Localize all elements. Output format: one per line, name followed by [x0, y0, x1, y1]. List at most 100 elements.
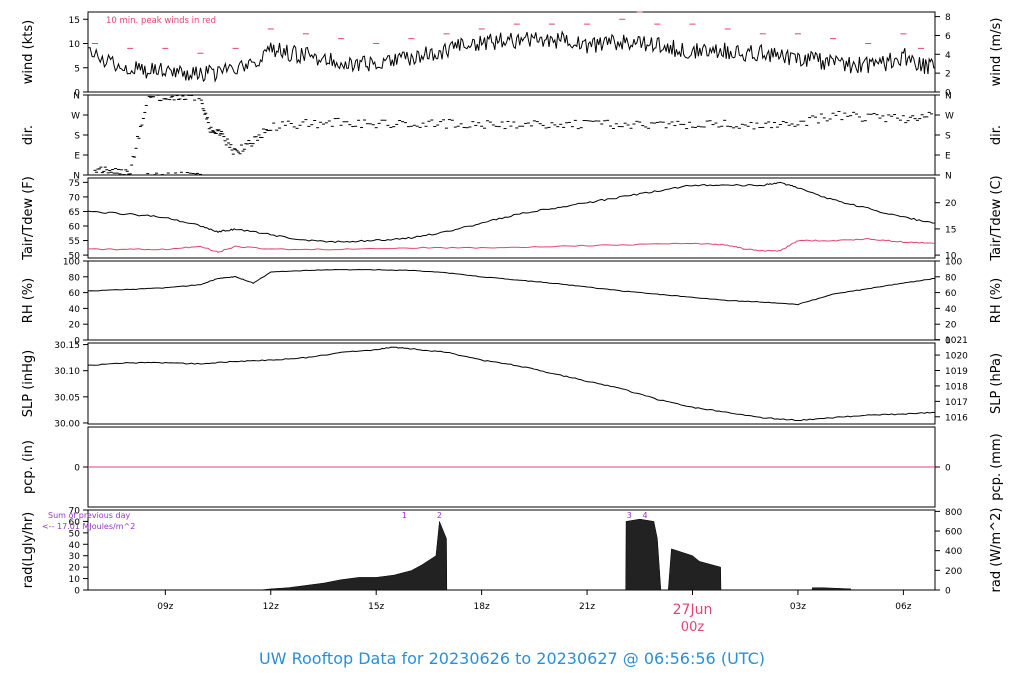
wind-left-tick-label: 0: [74, 89, 80, 99]
radiation-annotation-2: <-- 17.01 MJoules/m^2: [42, 522, 135, 531]
pressure-left-tick-label: 30.10: [54, 367, 80, 377]
precipitation-ylabel-left: pcp. (in): [21, 440, 36, 494]
temperature-left-tick-label: 65: [69, 208, 80, 218]
x-tick-label: 18z: [474, 602, 490, 612]
temperature-ylabel-left: Tair/Tdew (F): [21, 176, 36, 261]
humidity-right-tick-label: 0: [945, 337, 951, 347]
pressure-left-tick-label: 30.05: [54, 393, 80, 403]
radiation-left-tick-label: 20: [69, 564, 81, 574]
radiation-marker-label: 3: [627, 511, 632, 520]
radiation-ylabel-left: rad(Lgly/hr): [21, 512, 36, 588]
precipitation-right-tick-label: 0: [945, 464, 951, 474]
precipitation-panel: 0 0 pcp. (in) pcp. (mm): [21, 426, 1004, 508]
wind-ylabel-right: wind (m/s): [989, 18, 1004, 87]
humidity-left-tick-label: 20: [69, 321, 81, 331]
humidity-panel: 0 20 40 60 80 100 0 20 40 60 80 100 RH (%) RH (%): [21, 258, 1004, 347]
x-tick-label: 03z: [790, 602, 806, 612]
humidity-left-tick-label: 40: [69, 305, 81, 315]
radiation-left-tick-label: 0: [74, 587, 80, 597]
radiation-left-tick-label: 10: [69, 575, 81, 585]
wind-annotation: 10 min. peak winds in red: [106, 16, 216, 26]
pressure-right-tick-label: 1019: [945, 367, 968, 377]
direction-right-tick-label: N: [945, 172, 952, 182]
wind-ylabel-left: wind (kts): [21, 20, 36, 84]
radiation-marker-label: 4: [643, 511, 648, 520]
wind-right-tick-label: 6: [945, 32, 951, 42]
temperature-left-tick-label: 50: [69, 252, 81, 262]
radiation-right-tick-label: 600: [945, 528, 962, 538]
direction-left-tick-label: E: [74, 152, 80, 162]
direction-ylabel-right: dir.: [989, 125, 1004, 145]
direction-right-tick-label: W: [945, 112, 954, 122]
humidity-left-tick-label: 0: [74, 337, 80, 347]
wind-right-tick-label: 0: [945, 89, 951, 99]
temperature-left-tick-label: 55: [69, 237, 80, 247]
x-tick-label: 12z: [263, 602, 279, 612]
pressure-right-tick-label: 1017: [945, 398, 968, 408]
precipitation-left-tick-label: 0: [74, 464, 80, 474]
radiation-right-tick-label: 400: [945, 547, 962, 557]
wind-right-tick-label: 2: [945, 70, 951, 80]
pressure-right-tick-label: 1016: [945, 413, 968, 423]
direction-right-tick-label: E: [945, 152, 951, 162]
humidity-left-tick-label: 60: [69, 289, 81, 299]
pressure-frame: [87, 342, 936, 425]
wind-panel: 0 5 10 15 0 2 4 6 8 wind (kts) wind (m/s) 10 min. p…: [21, 11, 1004, 99]
pressure-ylabel-right: SLP (hPa): [989, 353, 1004, 414]
wind-frame: [87, 11, 936, 93]
direction-left-tick-label: S: [74, 132, 80, 142]
wind-right-tick-label: 8: [945, 13, 951, 23]
humidity-ylabel-right: RH (%): [989, 278, 1004, 323]
pressure-series-line: [87, 346, 936, 422]
humidity-right-tick-label: 40: [945, 305, 957, 315]
pressure-left-tick-label: 30.15: [54, 341, 80, 351]
pressure-right-tick-label: 1018: [945, 382, 968, 392]
pressure-left-tick-label: 30.00: [54, 419, 80, 429]
humidity-frame: [87, 260, 936, 341]
humidity-right-tick-label: 100: [945, 258, 962, 268]
humidity-series-line: [87, 268, 936, 306]
temperature-left-tick-label: 70: [69, 193, 81, 203]
radiation-right-tick-label: 800: [945, 508, 962, 518]
pressure-ylabel-left: SLP (inHg): [21, 350, 36, 418]
humidity-right-tick-label: 60: [945, 289, 957, 299]
day-marker-date: 27Jun: [673, 602, 713, 618]
time-axis: 09z 12z 15z 18z 21z 03z 06z 27Jun 00z: [157, 590, 912, 635]
x-tick-label: 15z: [368, 602, 384, 612]
temperature-ylabel-right: Tair/Tdew (C): [989, 175, 1004, 261]
wind-series-line: [87, 30, 936, 83]
wind-left-tick-label: 15: [69, 16, 80, 26]
radiation-ylabel-right: rad (W/m^2): [989, 508, 1004, 593]
radiation-marker-label: 1: [402, 511, 407, 520]
wind-left-tick-label: 5: [74, 64, 80, 74]
tdew-series-line: [87, 238, 936, 253]
radiation-left-tick-label: 50: [69, 529, 81, 539]
figure-title: UW Rooftop Data for 20230626 to 20230627…: [259, 649, 765, 668]
temperature-frame: [87, 177, 936, 259]
pressure-panel: 30.00 30.05 30.10 30.15 1016 1017 1018 1019 1020…: [21, 336, 1004, 429]
direction-frame: [87, 94, 936, 176]
radiation-left-tick-label: 60: [69, 518, 81, 528]
direction-left-tick-label: N: [73, 172, 80, 182]
radiation-right-tick-label: 0: [945, 587, 951, 597]
temperature-right-tick-label: 20: [945, 199, 957, 209]
radiation-left-tick-label: 70: [69, 507, 81, 517]
direction-right-tick-label: S: [945, 132, 951, 142]
radiation-right-tick-label: 200: [945, 567, 962, 577]
precipitation-ylabel-right: pcp. (mm): [989, 433, 1004, 500]
humidity-left-tick-label: 80: [69, 273, 81, 283]
day-marker-time: 00z: [681, 620, 705, 635]
pressure-right-tick-label: 1021: [945, 336, 968, 346]
temperature-left-tick-label: 60: [69, 223, 81, 233]
humidity-left-tick-label: 100: [63, 258, 80, 268]
direction-right-tick-label: N: [945, 92, 952, 102]
temperature-left-tick-label: 75: [69, 179, 80, 189]
direction-left-tick-label: N: [73, 92, 80, 102]
wind-right-tick-label: 4: [945, 51, 951, 61]
temperature-panel: 50 55 60 65 70 75 10 15 20 Tair/Tdew (F) Tair/Tdew…: [21, 175, 1004, 261]
humidity-ylabel-left: RH (%): [21, 278, 36, 323]
